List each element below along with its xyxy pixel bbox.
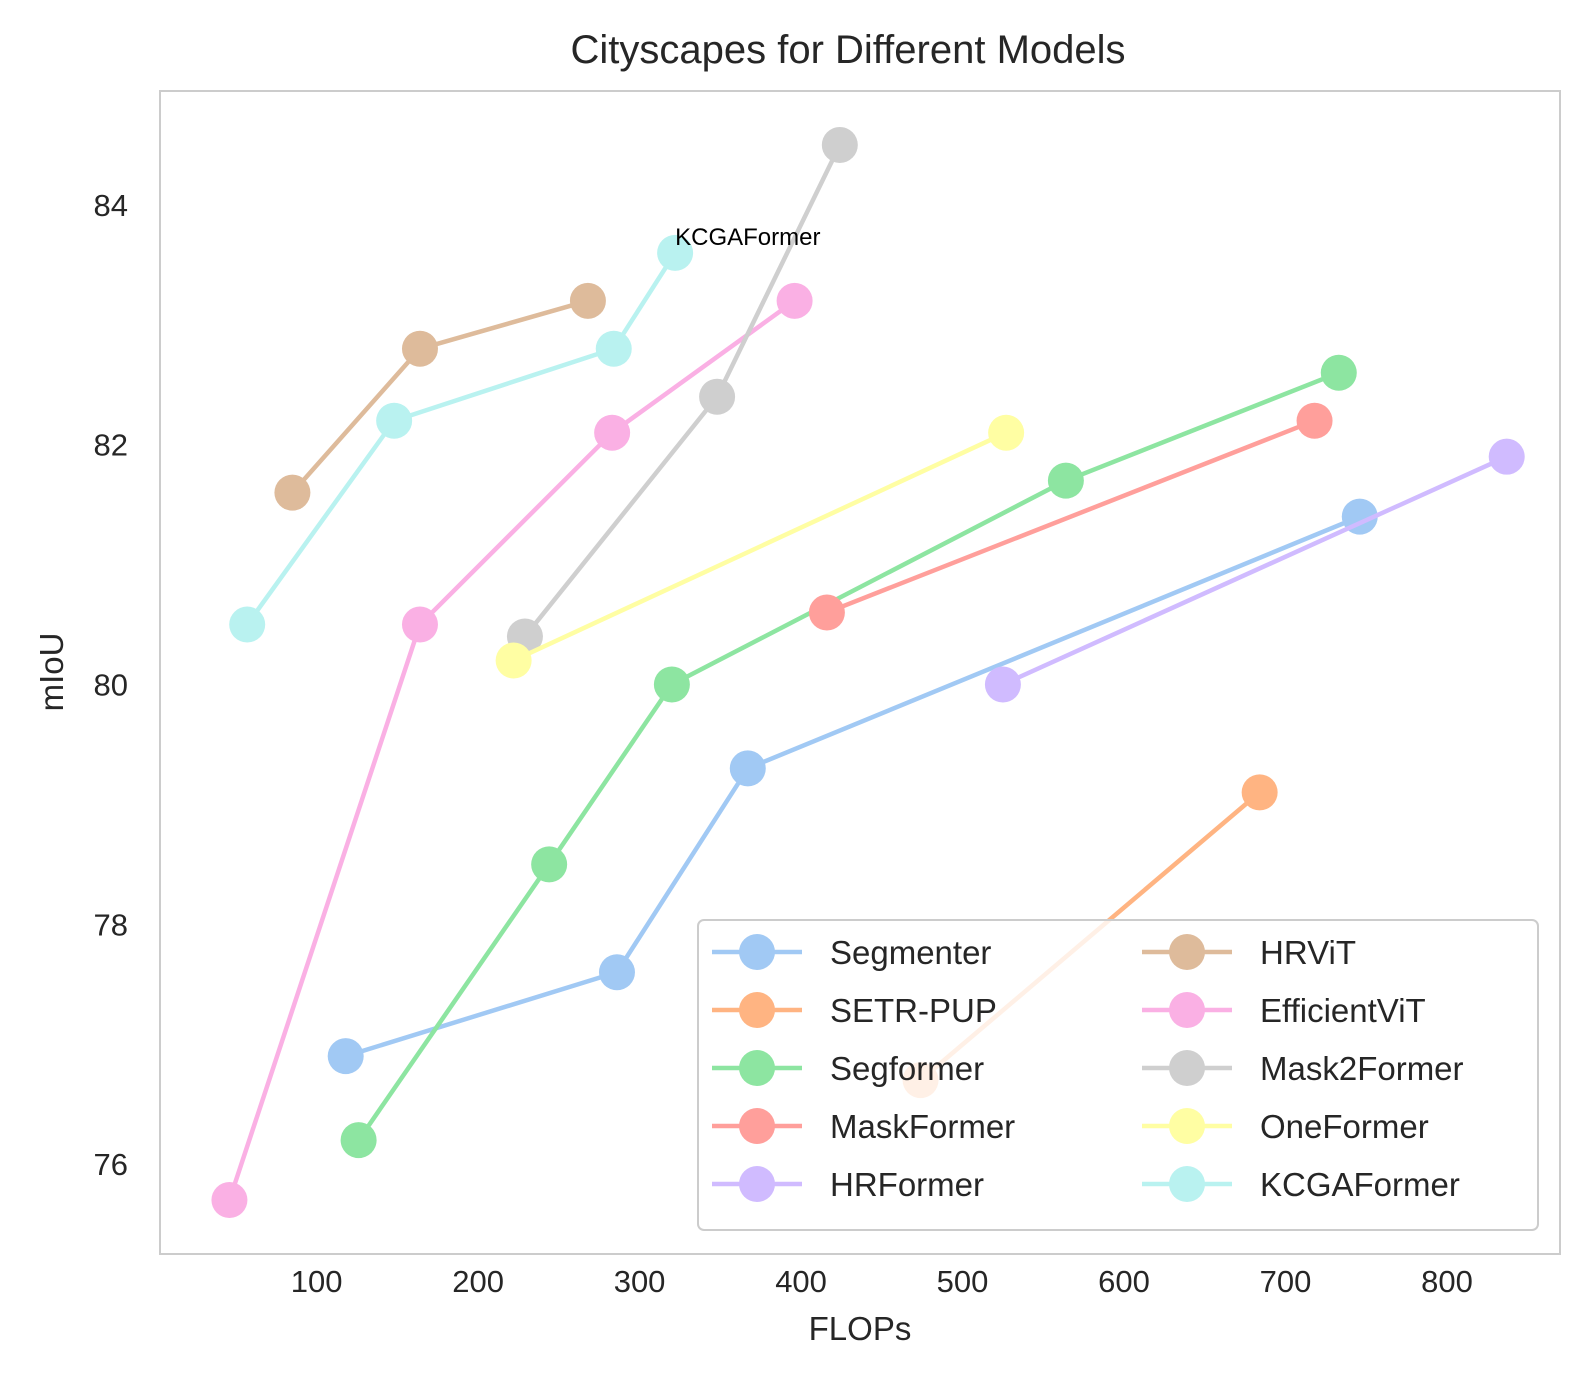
series-segformer: [340, 354, 1357, 1159]
data-point-kcgaformer-1: [376, 402, 413, 439]
legend-box: [697, 919, 1539, 1231]
data-point-segformer-2: [653, 666, 690, 703]
series-efficientvit: [211, 282, 813, 1219]
x-tick-label-800: 800: [1421, 1264, 1473, 1299]
data-point-setr-pup-1: [1241, 774, 1278, 811]
series-kcgaformer: [229, 234, 694, 643]
data-point-segmenter-1: [598, 954, 635, 991]
legend-label-mask2former: Mask2Former: [1260, 1050, 1464, 1087]
legend-item-oneformer: OneFormer: [1142, 1108, 1429, 1145]
data-point-segformer-0: [340, 1122, 377, 1159]
x-tick-label-400: 400: [775, 1264, 827, 1299]
data-point-efficientvit-2: [594, 414, 631, 451]
data-point-hrvit-0: [274, 474, 311, 511]
legend: Segmenter SETR-PUP Segformer MaskFormer HRFo…: [697, 919, 1539, 1231]
x-tick-label-200: 200: [452, 1264, 504, 1299]
data-point-segmenter-2: [729, 750, 766, 787]
series-line-segmenter: [343, 514, 1363, 1059]
legend-marker-setr-pup: [739, 992, 775, 1028]
legend-label-segmenter: Segmenter: [830, 934, 991, 971]
legend-marker-hrvit: [1169, 934, 1205, 970]
data-point-efficientvit-1: [401, 606, 438, 643]
series-hrvit: [274, 282, 606, 511]
series-line-oneformer: [511, 430, 1009, 663]
chart-title: Cityscapes for Different Models: [570, 28, 1125, 72]
legend-label-hrformer: HRFormer: [830, 1166, 984, 1203]
x-tick-label-500: 500: [937, 1264, 989, 1299]
x-tick-label-600: 600: [1098, 1264, 1150, 1299]
data-point-oneformer-0: [495, 642, 532, 679]
series-line-efficientvit: [227, 298, 797, 1203]
data-point-hrformer-0: [984, 666, 1021, 703]
legend-label-kcgaformer: KCGAFormer: [1260, 1166, 1460, 1203]
series-oneformer: [495, 414, 1025, 679]
data-point-hrvit-2: [569, 282, 606, 319]
y-tick-label-78: 78: [94, 907, 128, 942]
y-tick-label-84: 84: [94, 188, 128, 223]
series-maskformer: [808, 402, 1333, 631]
y-axis-ticks: 76 78 80 82 84: [94, 188, 128, 1182]
legend-label-setr-pup: SETR-PUP: [830, 992, 997, 1029]
legend-item-segformer: Segformer: [712, 1050, 984, 1087]
data-point-segmenter-0: [327, 1038, 364, 1075]
legend-marker-segmenter: [739, 934, 775, 970]
legend-label-maskformer: MaskFormer: [830, 1108, 1015, 1145]
legend-item-hrvit: HRViT: [1142, 934, 1356, 971]
data-point-efficientvit-3: [776, 282, 813, 319]
series-line-maskformer: [824, 418, 1317, 615]
data-point-oneformer-1: [988, 414, 1025, 451]
data-point-hrformer-1: [1488, 438, 1525, 475]
y-axis-label: mIoU: [33, 633, 70, 712]
plot-frame: [159, 90, 1561, 1255]
legend-item-mask2former: Mask2Former: [1142, 1050, 1464, 1087]
data-point-mask2former-2: [821, 126, 858, 163]
data-point-efficientvit-0: [211, 1182, 248, 1219]
legend-label-efficientvit: EfficientViT: [1260, 992, 1426, 1029]
series-mask2former: [506, 126, 858, 655]
legend-marker-segformer: [739, 1050, 775, 1086]
series-hrformer: [984, 438, 1525, 703]
legend-marker-hrformer: [739, 1166, 775, 1202]
legend-label-oneformer: OneFormer: [1260, 1108, 1429, 1145]
data-point-hrvit-1: [401, 330, 438, 367]
legend-label-hrvit: HRViT: [1260, 934, 1356, 971]
annotation-label-0: KCGAFormer: [675, 224, 820, 251]
legend-marker-mask2former: [1169, 1050, 1205, 1086]
x-tick-label-300: 300: [614, 1264, 666, 1299]
legend-item-segmenter: Segmenter: [712, 934, 991, 971]
legend-label-segformer: Segformer: [830, 1050, 984, 1087]
annotation-layer: KCGAFormer: [675, 224, 820, 251]
x-tick-label-700: 700: [1260, 1264, 1312, 1299]
series-line-kcgaformer: [244, 250, 678, 627]
legend-item-kcgaformer: KCGAFormer: [1142, 1166, 1460, 1203]
data-point-segformer-4: [1320, 354, 1357, 391]
data-point-kcgaformer-0: [229, 606, 266, 643]
data-point-segformer-1: [531, 846, 568, 883]
data-point-maskformer-0: [808, 594, 845, 631]
legend-marker-kcgaformer: [1169, 1166, 1205, 1202]
x-tick-label-100: 100: [291, 1264, 343, 1299]
legend-item-hrformer: HRFormer: [712, 1166, 984, 1203]
x-axis-label: FLOPs: [809, 1310, 912, 1347]
data-point-maskformer-1: [1296, 402, 1333, 439]
x-axis-ticks: 100 200 300 400 500 600 700 800: [291, 1264, 1473, 1299]
legend-marker-oneformer: [1169, 1108, 1205, 1144]
y-tick-label-76: 76: [94, 1147, 128, 1182]
legend-marker-maskformer: [739, 1108, 775, 1144]
series-layer: [211, 126, 1525, 1219]
legend-marker-efficientvit: [1169, 992, 1205, 1028]
y-tick-label-82: 82: [94, 428, 128, 463]
legend-item-efficientvit: EfficientViT: [1142, 992, 1426, 1029]
data-point-segformer-3: [1047, 462, 1084, 499]
legend-item-maskformer: MaskFormer: [712, 1108, 1015, 1145]
series-line-hrformer: [1000, 454, 1509, 687]
data-point-kcgaformer-2: [595, 330, 632, 367]
data-point-kcgaformer-3: [657, 234, 694, 271]
data-point-mask2former-1: [699, 378, 736, 415]
y-tick-label-80: 80: [94, 667, 128, 702]
legend-item-setr-pup: SETR-PUP: [712, 992, 997, 1029]
